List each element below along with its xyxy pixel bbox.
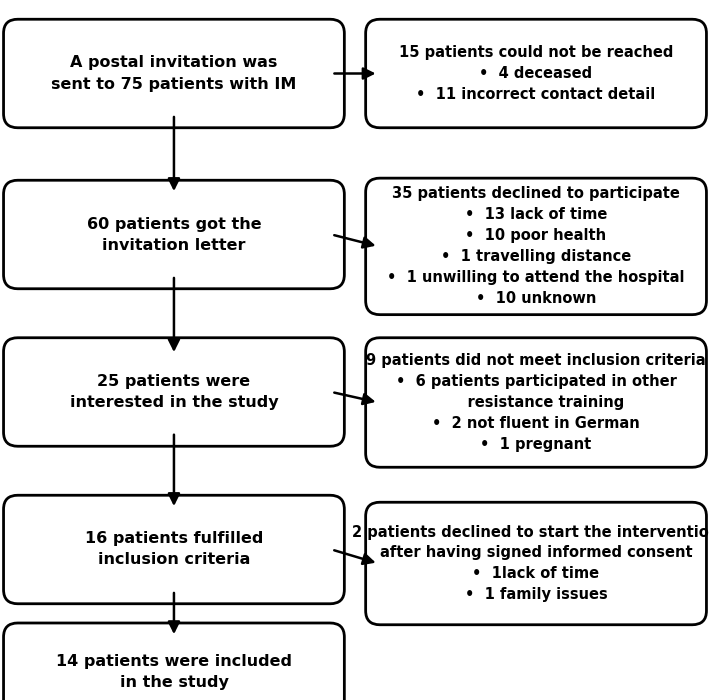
Text: 60 patients got the
invitation letter: 60 patients got the invitation letter (87, 216, 261, 253)
Text: 2 patients declined to start the intervention
after having signed informed conse: 2 patients declined to start the interve… (352, 524, 710, 603)
Text: A postal invitation was
sent to 75 patients with IM: A postal invitation was sent to 75 patie… (51, 55, 297, 92)
Text: 35 patients declined to participate
•  13 lack of time
•  10 poor health
•  1 tr: 35 patients declined to participate • 13… (387, 186, 685, 307)
FancyBboxPatch shape (4, 19, 344, 127)
FancyBboxPatch shape (4, 623, 344, 700)
Text: 9 patients did not meet inclusion criteria
•  6 patients participated in other
 : 9 patients did not meet inclusion criter… (366, 353, 706, 452)
FancyBboxPatch shape (366, 503, 706, 624)
Text: 16 patients fulfilled
inclusion criteria: 16 patients fulfilled inclusion criteria (84, 531, 263, 568)
Text: 15 patients could not be reached
•  4 deceased
•  11 incorrect contact detail: 15 patients could not be reached • 4 dec… (399, 45, 673, 102)
Text: 25 patients were
interested in the study: 25 patients were interested in the study (70, 374, 278, 410)
FancyBboxPatch shape (366, 19, 706, 127)
Text: 14 patients were included
in the study: 14 patients were included in the study (56, 654, 292, 690)
FancyBboxPatch shape (4, 338, 344, 447)
FancyBboxPatch shape (4, 496, 344, 603)
FancyBboxPatch shape (366, 178, 706, 315)
FancyBboxPatch shape (366, 338, 706, 468)
FancyBboxPatch shape (4, 180, 344, 288)
